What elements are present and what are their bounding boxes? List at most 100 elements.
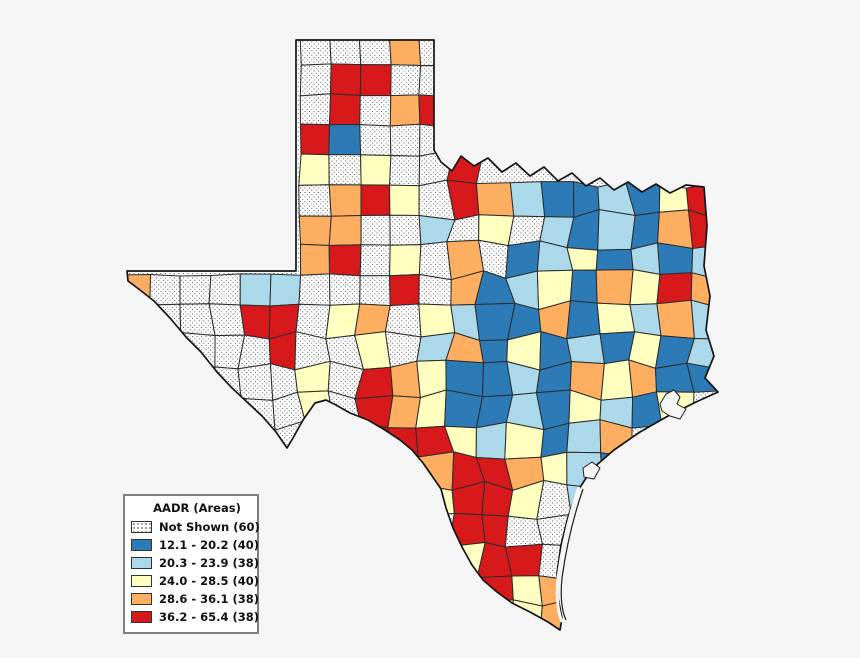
county-cell — [600, 359, 634, 401]
legend-label-class-4: 28.6 - 36.1 (38) — [159, 592, 260, 606]
county-cell — [389, 244, 422, 277]
county-cell — [359, 124, 392, 157]
county-cell — [389, 123, 421, 157]
county-cell — [210, 366, 242, 399]
county-cell — [417, 451, 455, 491]
county-cell — [298, 215, 332, 246]
county-cell — [298, 184, 332, 217]
legend-swatch-class-2 — [131, 557, 152, 569]
county-cell — [569, 269, 598, 304]
county-cell — [208, 303, 246, 337]
county-cell — [328, 184, 362, 217]
map-legend: AADR (Areas) Not Shown (60) 12.1 - 20.2 … — [123, 494, 260, 634]
county-cell — [595, 269, 634, 306]
county-cell — [540, 181, 575, 218]
county-cell — [239, 273, 272, 307]
county-cell — [239, 304, 271, 340]
county-cell — [446, 149, 483, 184]
legend-swatch-class-3 — [131, 575, 152, 587]
county-cell — [566, 300, 601, 340]
county-cell — [148, 332, 182, 370]
county-cell — [389, 184, 420, 216]
county-cell — [415, 485, 455, 518]
county-cell — [566, 419, 602, 454]
laguna-madre-lagoon — [555, 486, 581, 623]
county-cell — [444, 389, 483, 429]
county-cell — [629, 269, 661, 306]
county-cell — [360, 214, 391, 246]
county-cell — [359, 275, 391, 307]
county-cell — [418, 274, 452, 306]
county-cell — [509, 599, 543, 630]
county-cell — [300, 243, 330, 276]
county-cell — [510, 633, 540, 658]
galveston-bay — [659, 389, 687, 420]
barrier-island-line — [560, 488, 584, 621]
county-cell — [389, 155, 421, 187]
county-cell — [360, 154, 392, 186]
county-cell — [566, 333, 605, 365]
county-cell — [566, 247, 599, 271]
county-cell — [299, 123, 330, 156]
county-cell — [595, 248, 634, 271]
legend-item-class-1: 12.1 - 20.2 (40) — [131, 536, 259, 554]
county-cell — [328, 154, 362, 186]
county-cell — [596, 302, 636, 335]
county-cell — [418, 303, 456, 338]
county-cell — [330, 422, 361, 459]
county-cell — [509, 181, 546, 218]
legend-item-class-5: 36.2 - 65.4 (38) — [131, 608, 259, 626]
county-cell — [328, 215, 362, 246]
county-cell — [204, 390, 242, 427]
county-cell — [237, 424, 276, 454]
county-cell — [389, 274, 420, 307]
legend-swatch-class-1 — [131, 539, 152, 551]
county-cell — [328, 124, 362, 156]
county-cell — [330, 63, 362, 96]
legend-item-class-3: 24.0 - 28.5 (40) — [131, 572, 259, 590]
county-cell — [504, 543, 543, 577]
county-cell — [389, 94, 421, 127]
county-cell — [419, 123, 455, 157]
county-cell — [390, 360, 421, 399]
county-cell — [179, 275, 212, 305]
county-cell — [329, 93, 361, 126]
county-cell — [567, 512, 602, 547]
county-cell — [127, 274, 152, 306]
county-cell — [354, 303, 391, 336]
legend-label-class-2: 20.3 - 23.9 (38) — [159, 556, 260, 570]
county-cell — [539, 599, 572, 630]
legend-swatch-class-4 — [131, 593, 152, 605]
corpus-christi-bay — [582, 461, 601, 480]
county-cell — [360, 184, 391, 216]
legend-label-class-3: 24.0 - 28.5 (40) — [159, 574, 260, 588]
county-cell — [299, 93, 332, 126]
legend-item-class-4: 28.6 - 36.1 (38) — [131, 590, 259, 608]
county-cell — [445, 577, 485, 604]
legend-title: AADR (Areas) — [153, 501, 241, 515]
county-cell — [329, 40, 362, 66]
county-cell — [328, 244, 362, 277]
county-cell — [418, 65, 455, 98]
county-cell — [179, 366, 216, 392]
county-cell — [390, 64, 422, 97]
county-cell — [237, 363, 274, 401]
county-cell — [298, 273, 331, 306]
county-cell — [299, 63, 332, 97]
legend-label-class-1: 12.1 - 20.2 (40) — [159, 538, 260, 552]
county-cell — [540, 451, 568, 486]
legend-swatch-class-5 — [131, 611, 152, 623]
county-cell — [657, 209, 694, 249]
county-cell — [329, 273, 361, 306]
legend-label-not-shown: Not Shown (60) — [159, 520, 260, 534]
county-cell — [475, 421, 507, 460]
legend-label-class-5: 36.2 - 65.4 (38) — [159, 610, 260, 624]
county-cell — [208, 273, 241, 306]
county-cell — [298, 153, 330, 186]
county-cell — [656, 299, 695, 339]
county-cell — [479, 339, 509, 364]
legend-item-not-shown: Not Shown (60) — [131, 518, 260, 536]
county-cell — [387, 395, 421, 429]
